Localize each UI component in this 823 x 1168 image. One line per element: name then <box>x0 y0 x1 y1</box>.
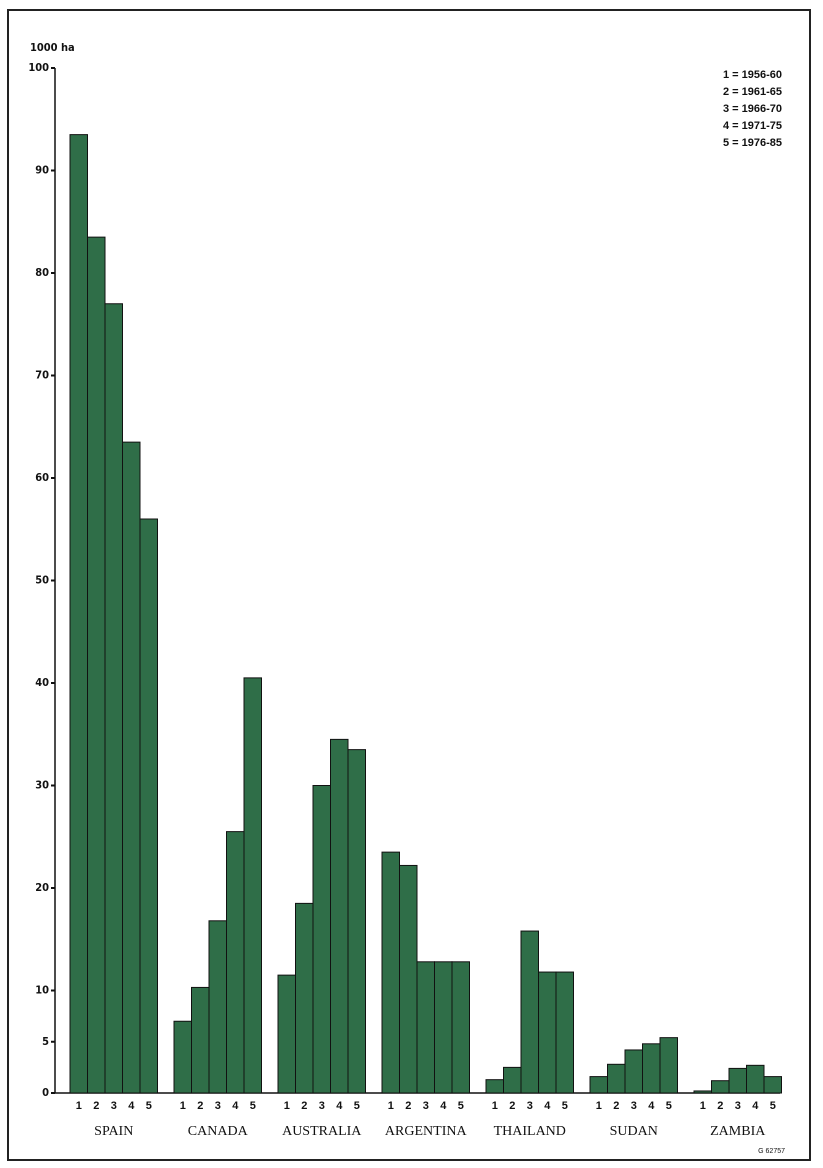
bar <box>122 441 141 1094</box>
bar-number-label: 1 <box>284 1100 290 1112</box>
bar <box>659 1037 678 1094</box>
bar-number-label: 4 <box>440 1100 447 1112</box>
bar-number-label: 1 <box>596 1100 602 1112</box>
legend-entry: 5 = 1976-85 <box>723 137 782 149</box>
y-tick-label: 90 <box>35 164 49 177</box>
bar-number-label: 1 <box>76 1100 82 1112</box>
bar-number-label: 5 <box>146 1100 152 1112</box>
bar-number-label: 3 <box>319 1100 325 1112</box>
x-tick-label: AUSTRALIA <box>282 1124 362 1139</box>
bar-number-label: 2 <box>301 1100 307 1112</box>
bar <box>87 236 106 1094</box>
bar-number-label: 1 <box>700 1100 706 1112</box>
x-tick-label: THAILAND <box>494 1124 566 1139</box>
x-tick-label: SPAIN <box>94 1124 133 1139</box>
bar-number-label: 2 <box>717 1100 723 1112</box>
legend-entry: 2 = 1961-65 <box>723 86 782 98</box>
bar-number-label: 2 <box>613 1100 619 1112</box>
bar-number-label: 3 <box>111 1100 117 1112</box>
bar <box>520 930 539 1094</box>
bar-number-label: 3 <box>423 1100 429 1112</box>
bar-number-label: 2 <box>93 1100 99 1112</box>
y-tick-label: 80 <box>35 266 49 279</box>
y-tick-label: 30 <box>35 779 49 792</box>
x-tick-label: ZAMBIA <box>710 1124 766 1139</box>
bar <box>451 961 470 1094</box>
bar <box>104 303 123 1094</box>
bar <box>312 785 331 1094</box>
bar <box>295 902 314 1094</box>
bar <box>69 134 88 1094</box>
bar <box>277 974 296 1094</box>
bar <box>624 1049 643 1094</box>
bar <box>589 1076 608 1094</box>
bar <box>381 851 400 1094</box>
bar <box>538 971 557 1094</box>
bar-number-label: 3 <box>735 1100 741 1112</box>
bar <box>416 961 435 1094</box>
y-tick-label: 100 <box>28 61 49 74</box>
bar-number-label: 5 <box>250 1100 256 1112</box>
bar-number-label: 5 <box>354 1100 360 1112</box>
bar <box>399 864 418 1094</box>
bar-number-label: 4 <box>752 1100 759 1112</box>
frame <box>7 9 811 1161</box>
legend-entry: 3 = 1966-70 <box>723 103 782 115</box>
bar-number-label: 5 <box>666 1100 672 1112</box>
y-tick-label: 40 <box>35 676 49 689</box>
bar <box>607 1063 626 1094</box>
legend-entry: 4 = 1971-75 <box>723 120 782 132</box>
bar <box>728 1067 747 1094</box>
bar-number-label: 1 <box>492 1100 498 1112</box>
bar-number-label: 4 <box>648 1100 655 1112</box>
y-tick-label: 20 <box>35 881 49 894</box>
bar-number-label: 4 <box>232 1100 239 1112</box>
bar <box>693 1090 712 1094</box>
bar-number-label: 2 <box>509 1100 515 1112</box>
bar-number-label: 5 <box>562 1100 568 1112</box>
bar-number-label: 1 <box>180 1100 186 1112</box>
stamp: G 62757 <box>758 1148 785 1155</box>
bar <box>434 961 453 1094</box>
y-tick-label: 50 <box>35 574 49 587</box>
bar-number-label: 3 <box>631 1100 637 1112</box>
bar <box>243 677 262 1094</box>
bar <box>763 1076 782 1094</box>
bar-number-label: 3 <box>527 1100 533 1112</box>
y-tick-label: 0 <box>42 1086 49 1099</box>
bar <box>503 1066 522 1094</box>
bar <box>191 986 210 1094</box>
y-tick-label: 60 <box>35 471 49 484</box>
bar <box>711 1080 730 1094</box>
bar-number-label: 1 <box>388 1100 394 1112</box>
bar-number-label: 2 <box>405 1100 411 1112</box>
bar <box>208 920 227 1094</box>
bar-number-label: 5 <box>770 1100 776 1112</box>
y-axis-label: 1000 ha <box>30 41 75 54</box>
x-tick-label: CANADA <box>188 1124 249 1139</box>
bar-number-label: 2 <box>197 1100 203 1112</box>
bar <box>485 1079 504 1094</box>
bar-number-label: 4 <box>128 1100 135 1112</box>
bar <box>746 1064 765 1094</box>
bar <box>226 831 245 1094</box>
bar <box>330 738 349 1094</box>
bar-number-label: 4 <box>544 1100 551 1112</box>
bar <box>642 1043 661 1094</box>
bar <box>555 971 574 1094</box>
legend-entry: 1 = 1956-60 <box>723 69 782 81</box>
bar <box>347 749 366 1094</box>
x-tick-label: ARGENTINA <box>385 1124 468 1139</box>
bar <box>139 518 158 1094</box>
y-tick-label: 10 <box>35 984 49 997</box>
y-tick-label: 5 <box>42 1035 49 1048</box>
bar-number-label: 4 <box>336 1100 343 1112</box>
x-tick-label: SUDAN <box>610 1124 658 1139</box>
bar-number-label: 5 <box>458 1100 464 1112</box>
y-tick-label: 70 <box>35 369 49 382</box>
bar <box>173 1020 192 1094</box>
bar-number-label: 3 <box>215 1100 221 1112</box>
